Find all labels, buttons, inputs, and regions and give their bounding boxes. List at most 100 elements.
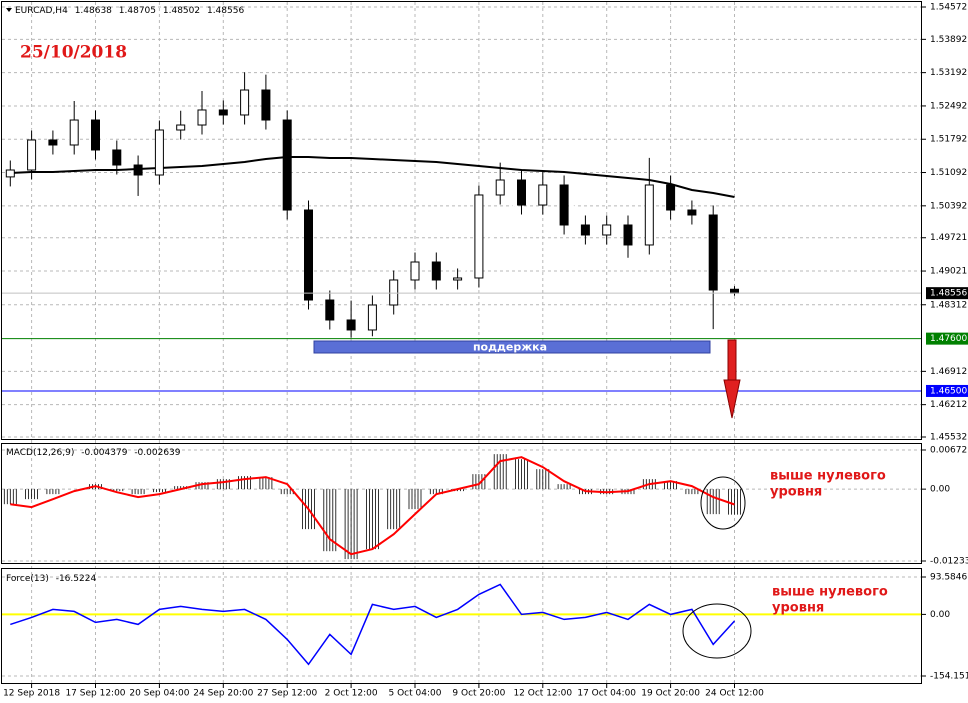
force-title: Force(13): [6, 574, 49, 584]
candle-body: [538, 184, 548, 206]
y-tick-label: 0.00: [930, 610, 950, 620]
y-tick-label: 1.51092: [930, 168, 967, 178]
support-label: поддержка: [473, 341, 547, 354]
candle-body: [644, 184, 654, 246]
level-tag: [926, 384, 968, 397]
menu-icon: [6, 8, 12, 12]
candle-body: [602, 224, 612, 236]
macd-main-value: -0.004379: [81, 448, 127, 458]
annotation: уровня: [772, 601, 824, 616]
candle-body: [112, 149, 122, 166]
candle-body: [176, 124, 186, 131]
x-tick-label: 24 Sep 20:00: [193, 689, 253, 699]
candle-body: [474, 194, 484, 279]
y-tick-label: 1.45532: [930, 433, 967, 443]
candle-body: [197, 109, 207, 126]
force-header: Force(13) -16.5224: [6, 574, 96, 584]
last-price-tag: [926, 287, 968, 300]
signal-line: [10, 456, 735, 556]
x-tick-label: 24 Oct 12:00: [705, 689, 764, 699]
candle-body: [687, 209, 697, 216]
y-tick-label: 0.006721: [930, 445, 968, 455]
x-tick-label: 27 Sep 12:00: [257, 689, 317, 699]
candle-body: [154, 129, 164, 176]
force-line: [10, 583, 736, 666]
candle-body: [261, 89, 271, 121]
candle-body: [730, 288, 739, 294]
date-note: 25/10/2018: [20, 43, 127, 63]
candle-body: [304, 209, 313, 301]
y-tick-label: 0.00: [930, 485, 950, 495]
candle-body: [708, 214, 718, 291]
candle-body: [48, 139, 58, 146]
macd-title: MACD(12,26,9): [6, 448, 74, 458]
support-zone: [313, 340, 711, 354]
header-close: 1.48556: [207, 6, 244, 16]
candle-body: [495, 179, 505, 196]
force-frame: [1, 568, 922, 684]
annotation: уровня: [770, 485, 822, 500]
price-header: EURCAD,H4 1.48638 1.48705 1.48502 1.4855…: [15, 6, 244, 16]
level-label: 1.47600: [930, 334, 967, 344]
x-tick-label: 9 Oct 20:00: [452, 689, 505, 699]
y-tick-label: 1.53892: [930, 35, 967, 45]
candle-body: [666, 184, 676, 211]
annotation: выше нулевого: [770, 469, 886, 484]
x-tick-label: 17 Oct 04:00: [577, 689, 636, 699]
annotation: выше нулевого: [772, 585, 888, 600]
y-tick-label: 1.49021: [930, 267, 967, 277]
candle-body: [218, 109, 228, 116]
last-price-label: 1.48556: [930, 289, 967, 299]
macd-frame: [1, 443, 922, 564]
candle-body: [69, 119, 79, 146]
arrow-head: [723, 379, 741, 419]
candle-body: [27, 139, 37, 171]
macd-circle: [700, 476, 746, 530]
candle-body: [282, 119, 292, 211]
candle-body: [325, 299, 335, 321]
y-tick-label: 1.52492: [930, 101, 967, 111]
level-label: 1.46500: [930, 386, 967, 396]
macd-signal-value: -0.002639: [134, 448, 180, 458]
y-tick-label: -154.1513: [930, 671, 968, 681]
x-tick-label: 17 Sep 12:00: [65, 689, 125, 699]
y-tick-label: 1.51792: [930, 135, 967, 145]
candle-body: [346, 319, 356, 331]
y-tick-label: 93.5846: [930, 572, 967, 582]
candle-body: [367, 304, 377, 331]
force-circle: [682, 603, 752, 659]
y-tick-label: 1.48312: [930, 300, 967, 310]
candle-body: [517, 179, 526, 206]
candle-body: [389, 279, 399, 306]
header-open: 1.48638: [75, 6, 112, 16]
symbol: EURCAD,H4: [15, 6, 68, 16]
header-low: 1.48502: [163, 6, 200, 16]
header-high: 1.48705: [119, 6, 156, 16]
y-tick-label: 1.53192: [930, 68, 967, 78]
x-tick-label: 12 Oct 12:00: [513, 689, 572, 699]
candle-body: [559, 184, 569, 226]
y-tick-label: -0.012337: [930, 557, 968, 567]
candle-body: [91, 119, 100, 151]
candle-body: [431, 261, 441, 281]
candle-body: [623, 224, 633, 246]
price-frame: [1, 1, 922, 440]
arrow-shaft: [727, 339, 737, 381]
level-tag: [926, 332, 968, 345]
force-value: -16.5224: [56, 574, 97, 584]
moving-average: [10, 156, 735, 198]
moving-average: [31, 108, 735, 312]
candle-body: [580, 224, 590, 236]
candle-body: [133, 164, 143, 176]
macd-header: MACD(12,26,9) -0.004379 -0.002639: [6, 448, 181, 458]
candle-body: [240, 89, 250, 116]
x-tick-label: 5 Oct 04:00: [389, 689, 442, 699]
x-tick-label: 19 Oct 20:00: [641, 689, 700, 699]
y-tick-label: 1.46212: [930, 400, 967, 410]
y-tick-label: 1.50392: [930, 201, 967, 211]
x-tick-label: 2 Oct 12:00: [325, 689, 378, 699]
candle-body: [5, 169, 15, 178]
candle-body: [453, 277, 463, 281]
